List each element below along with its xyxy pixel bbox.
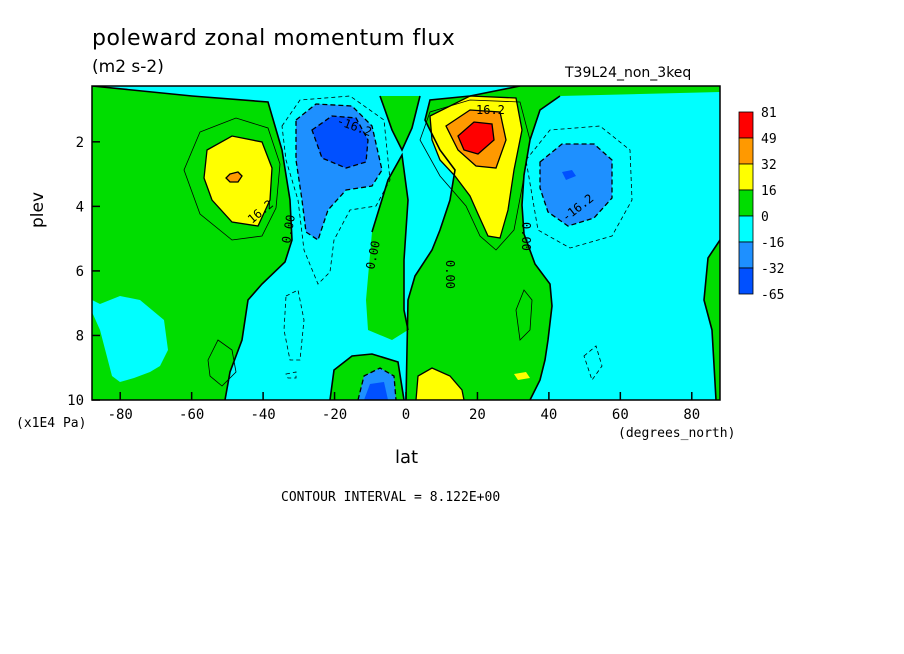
fill-darkblue-left (312, 116, 368, 168)
x-tick-label: -20 (322, 407, 347, 423)
positive-contours (203, 95, 523, 400)
y-tick-label: 4 (76, 199, 84, 215)
y-tick-label: 2 (76, 135, 84, 151)
negative-contours (295, 103, 613, 400)
x-tick-label: 0 (402, 407, 410, 423)
fill-darkblue-right (562, 170, 576, 180)
colorbar-swatch (738, 189, 754, 217)
x-tick-label: -60 (179, 407, 204, 423)
y-axis-multiplier: (x1E4 Pa) (16, 416, 87, 431)
contour-label: 16.2 (476, 103, 505, 117)
contour-fill-layer (92, 86, 720, 400)
colorbar-swatch (738, 137, 754, 165)
colorbar-label: 0 (761, 210, 769, 225)
colorbar-label: 81 (761, 106, 777, 121)
x-tick-label: 60 (612, 407, 629, 423)
colorbar: 81 49 32 16 0 -16 -32 -65 (738, 106, 784, 303)
x-tick-label: 80 (683, 407, 700, 423)
x-axis-label: lat (395, 447, 419, 468)
y-tick-label: 6 (76, 264, 84, 280)
fill-red (458, 122, 494, 154)
x-axis-units: (degrees_north) (618, 426, 736, 441)
contour-interval: CONTOUR INTERVAL = 8.122E+00 (281, 490, 501, 505)
colorbar-swatch (738, 267, 754, 295)
x-tick-label: 20 (469, 407, 486, 423)
thin-positive-contours (183, 99, 533, 387)
fill-green-mid (366, 155, 408, 340)
fill-blue-right (540, 144, 612, 226)
fill-green-center (380, 96, 420, 150)
contour-label: 0.00 (363, 239, 383, 270)
colorbar-label: -32 (761, 262, 784, 277)
colorbar-swatch (738, 111, 754, 139)
contour-label: 0.00 (279, 214, 298, 245)
fill-yellow-small (514, 372, 530, 380)
fill-darkblue-bottom (364, 382, 388, 400)
colorbar-swatch (738, 215, 754, 243)
colorbar-label: 49 (761, 132, 777, 147)
fill-yellow-bottom (416, 368, 464, 400)
chart-units: (m2 s-2) (92, 57, 164, 77)
y-tick-label: 10 (67, 393, 84, 409)
colorbar-label: 32 (761, 158, 777, 173)
colorbar-label: 16 (761, 184, 777, 199)
contour-label: 0.00 (519, 222, 533, 251)
colorbar-swatch (738, 241, 754, 269)
y-tick-label: 8 (76, 328, 84, 344)
run-label: T39L24_non_3keq (565, 65, 692, 81)
fill-green-right-edge (704, 240, 720, 400)
axes-layer: -80 -60 -40 -20 0 20 40 60 80 2 4 6 8 10 (67, 135, 700, 423)
chart-title: poleward zonal momentum flux (92, 26, 456, 51)
x-tick-label: -80 (108, 407, 133, 423)
colorbar-swatch (738, 163, 754, 191)
thin-negative-contours (281, 95, 633, 381)
x-tick-label: 40 (540, 407, 557, 423)
x-tick-label: -40 (250, 407, 275, 423)
contour-label: 0.00 (443, 260, 457, 289)
colorbar-label: -65 (761, 288, 784, 303)
colorbar-label: -16 (761, 236, 784, 251)
